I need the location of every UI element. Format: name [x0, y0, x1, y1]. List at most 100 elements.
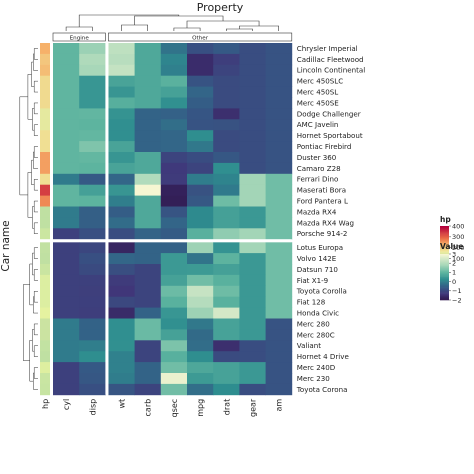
heatmap-cell — [160, 307, 188, 319]
heatmap-cell — [79, 75, 106, 87]
heatmap-cell — [265, 108, 293, 120]
heatmap-cell — [187, 329, 214, 341]
value-legend-gradient-step — [440, 272, 449, 274]
heatmap-cell — [79, 97, 106, 109]
value-legend-gradient-step — [440, 275, 449, 277]
row-label: Merc 450SLC — [297, 77, 343, 86]
heatmap-cell — [265, 253, 293, 265]
value-legend-gradient-step — [440, 264, 449, 266]
heatmap-cell — [79, 43, 106, 55]
heatmap-cell — [160, 253, 188, 265]
heatmap-cell — [265, 206, 293, 218]
value-legend-gradient-step — [440, 260, 449, 262]
row-label: Lotus Europa — [297, 243, 343, 252]
heatmap-cell — [108, 351, 135, 363]
heatmap-cell — [53, 318, 80, 330]
heatmap-cell — [108, 64, 135, 77]
heatmap-cell — [53, 217, 80, 229]
row-label: Honda Civic — [297, 308, 339, 317]
heatmap-cell — [134, 86, 162, 98]
column-group-box — [108, 32, 293, 42]
heatmap-cell — [213, 362, 240, 374]
heatmap-cell — [108, 75, 135, 87]
row-label: Merc 450SE — [297, 98, 339, 107]
heatmap-cell — [134, 285, 162, 298]
dendrogram-branch — [78, 14, 180, 27]
heatmap-cell — [108, 318, 135, 330]
heatmap-cell — [134, 318, 162, 330]
heatmap-cell — [79, 141, 106, 153]
value-legend-gradient-step — [440, 286, 449, 288]
heatmap-cell — [108, 340, 135, 352]
hp-cell — [40, 264, 50, 276]
heatmap-cell — [213, 86, 240, 98]
heatmap-cell — [53, 329, 80, 341]
value-legend-gradient-step — [440, 273, 449, 275]
heatmap-cell — [187, 253, 214, 265]
heatmap-cell — [134, 373, 162, 385]
value-legend-gradient-step — [440, 288, 449, 290]
value-legend-gradient-step — [440, 259, 449, 261]
heatmap-cell — [160, 242, 188, 254]
heatmap-cell — [239, 130, 266, 142]
column-group-label: Other — [192, 35, 209, 41]
column-label: mpg — [196, 399, 205, 417]
heatmap-cell — [213, 195, 240, 207]
value-legend-gradient-step — [440, 283, 449, 285]
hp-cell — [40, 383, 50, 396]
heatmap-cell — [134, 97, 162, 109]
dendrogram-branch — [31, 61, 35, 87]
heatmap-cell — [53, 351, 80, 363]
value-legend-gradient-step — [440, 299, 449, 301]
hp-legend-gradient-step — [440, 246, 449, 249]
hp-legend-gradient-step — [440, 245, 449, 247]
column-group-label: Engine — [70, 35, 90, 41]
column-labels: hp cyl disp wt carb qsec mpg drat gear am — [41, 398, 284, 417]
column-label: carb — [144, 399, 153, 417]
hp-cell — [40, 351, 50, 363]
value-legend-gradient-step — [440, 254, 449, 257]
dendrogram-branch — [33, 222, 38, 234]
heatmap-cell — [160, 340, 188, 352]
hp-legend-gradient-step — [440, 235, 449, 237]
heatmap-cell — [187, 162, 214, 175]
heatmap-cell — [79, 130, 106, 142]
heatmap-cell — [265, 64, 293, 77]
heatmap-cell — [213, 329, 240, 341]
hp-cell — [40, 119, 50, 131]
heatmap-cell — [265, 285, 293, 298]
hp-legend-gradient-step — [440, 239, 449, 241]
heatmap-cell — [213, 373, 240, 385]
heatmap-cell — [53, 340, 80, 352]
value-legend-tick-label: 0 — [452, 278, 456, 286]
heatmap-cell — [239, 97, 266, 109]
heatmap-cell — [134, 141, 162, 153]
heatmap-cell — [265, 373, 293, 385]
row-label: Toyota Corolla — [296, 287, 347, 296]
value-legend-gradient-step — [440, 285, 449, 287]
hp-cell — [40, 206, 50, 218]
heatmap-cell — [213, 242, 240, 254]
row-label: Merc 280C — [297, 330, 335, 339]
value-legend-gradient-step — [440, 254, 449, 256]
heatmap-cell — [134, 173, 162, 186]
hp-legend-gradient-step — [440, 234, 449, 236]
heatmap-cell — [108, 184, 135, 196]
value-legend-gradient-step — [440, 266, 449, 269]
heatmap-cell — [213, 296, 240, 308]
value-legend-gradient-step — [440, 297, 449, 299]
heatmap-cell — [108, 362, 135, 374]
heatmap-cell — [79, 329, 106, 341]
hp-cell — [40, 141, 50, 153]
heatmap-cell — [265, 228, 293, 240]
value-legend-gradient-step — [440, 278, 449, 281]
hp-annotation-column — [40, 43, 50, 396]
heatmap-cell — [213, 162, 240, 175]
heatmap-cell — [134, 329, 162, 341]
value-legend-gradient-step — [440, 267, 449, 270]
heatmap-cell — [108, 86, 135, 98]
dendrogram-branch — [33, 102, 38, 115]
heatmap-cell — [79, 307, 106, 319]
column-label: disp — [88, 399, 97, 416]
